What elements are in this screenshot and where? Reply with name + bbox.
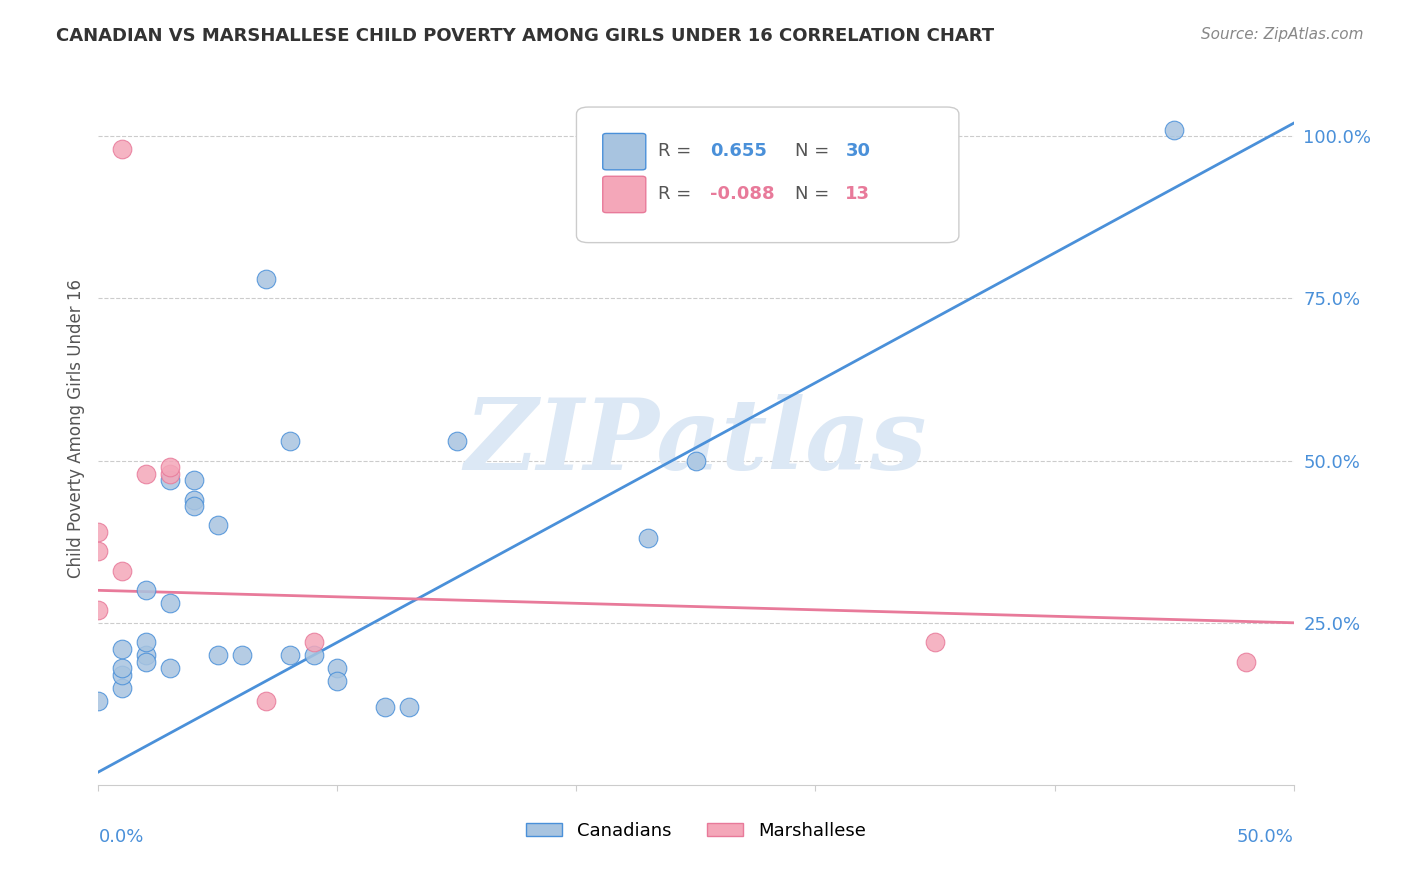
Point	[231, 648, 253, 663]
Point	[374, 700, 396, 714]
Text: N =: N =	[796, 186, 830, 203]
Y-axis label: Child Poverty Among Girls Under 16: Child Poverty Among Girls Under 16	[66, 278, 84, 578]
Point	[135, 635, 157, 649]
Point	[302, 635, 325, 649]
Point	[326, 661, 349, 675]
Point	[326, 674, 349, 689]
FancyBboxPatch shape	[576, 107, 959, 243]
Point	[183, 499, 205, 513]
Text: Source: ZipAtlas.com: Source: ZipAtlas.com	[1201, 27, 1364, 42]
Point	[87, 693, 110, 707]
Text: 50.0%: 50.0%	[1237, 828, 1294, 846]
Text: R =: R =	[658, 143, 690, 161]
Point	[111, 681, 134, 695]
Point	[302, 648, 325, 663]
Point	[278, 434, 301, 449]
Point	[159, 661, 181, 675]
Point	[159, 596, 181, 610]
Text: N =: N =	[796, 143, 830, 161]
Point	[111, 564, 134, 578]
Point	[135, 655, 157, 669]
Point	[135, 583, 157, 598]
Point	[159, 460, 181, 475]
Point	[685, 453, 707, 467]
Legend: Canadians, Marshallese: Canadians, Marshallese	[519, 815, 873, 847]
Text: 13: 13	[845, 186, 870, 203]
Point	[637, 532, 659, 546]
Point	[135, 648, 157, 663]
FancyBboxPatch shape	[603, 177, 645, 212]
Text: -0.088: -0.088	[710, 186, 775, 203]
Text: 30: 30	[845, 143, 870, 161]
Point	[111, 661, 134, 675]
Point	[111, 142, 134, 156]
Point	[87, 544, 110, 558]
Text: 0.655: 0.655	[710, 143, 768, 161]
Point	[254, 693, 277, 707]
Text: R =: R =	[658, 186, 690, 203]
Text: CANADIAN VS MARSHALLESE CHILD POVERTY AMONG GIRLS UNDER 16 CORRELATION CHART: CANADIAN VS MARSHALLESE CHILD POVERTY AM…	[56, 27, 994, 45]
Point	[159, 467, 181, 481]
Point	[159, 473, 181, 487]
Point	[446, 434, 468, 449]
Point	[87, 524, 110, 539]
Point	[254, 272, 277, 286]
Point	[87, 603, 110, 617]
Point	[804, 129, 827, 144]
FancyBboxPatch shape	[603, 134, 645, 169]
Point	[135, 467, 157, 481]
Point	[207, 648, 229, 663]
Point	[278, 648, 301, 663]
Point	[398, 700, 420, 714]
Point	[207, 518, 229, 533]
Point	[1234, 655, 1257, 669]
Point	[111, 641, 134, 656]
Point	[183, 473, 205, 487]
Text: 0.0%: 0.0%	[98, 828, 143, 846]
Point	[1163, 122, 1185, 136]
Point	[111, 667, 134, 681]
Point	[183, 492, 205, 507]
Point	[924, 635, 946, 649]
Text: ZIPatlas: ZIPatlas	[465, 394, 927, 491]
